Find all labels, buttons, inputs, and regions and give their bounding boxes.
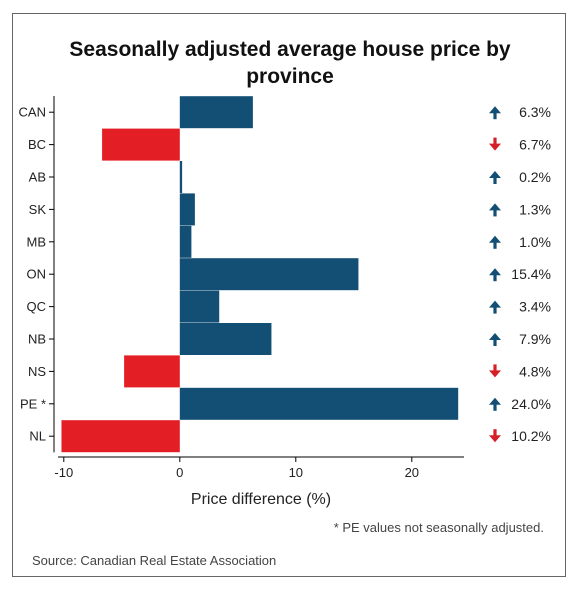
arrow-down-icon bbox=[489, 429, 501, 443]
y-tick-label: AB bbox=[29, 170, 46, 185]
value-label: 6.7% bbox=[519, 137, 551, 153]
arrow-up-icon bbox=[489, 300, 501, 314]
footnote: * PE values not seasonally adjusted. bbox=[333, 520, 544, 535]
y-tick-label: NS bbox=[28, 364, 46, 379]
arrow-down-icon bbox=[489, 364, 501, 378]
bar bbox=[179, 193, 195, 226]
arrow-down-icon bbox=[489, 137, 501, 151]
value-label: 15.4% bbox=[511, 266, 551, 282]
bar bbox=[179, 161, 183, 193]
y-tick-label: BC bbox=[28, 137, 46, 152]
y-tick-label: NL bbox=[29, 429, 46, 444]
bar bbox=[179, 96, 253, 129]
value-label: 24.0% bbox=[511, 396, 551, 412]
value-label: 6.3% bbox=[519, 104, 551, 120]
value-label: 10.2% bbox=[511, 428, 551, 444]
value-label: 3.4% bbox=[519, 299, 551, 315]
y-tick-label: NB bbox=[28, 332, 46, 347]
bar bbox=[102, 128, 180, 161]
chart-frame bbox=[12, 13, 566, 577]
bar bbox=[179, 290, 220, 323]
value-label: 0.2% bbox=[519, 169, 551, 185]
x-tick-label: -10 bbox=[54, 465, 73, 480]
value-label: 1.0% bbox=[519, 234, 551, 250]
arrow-up-icon bbox=[489, 203, 501, 217]
arrow-up-icon bbox=[489, 397, 501, 411]
y-tick-label: QC bbox=[27, 299, 47, 314]
y-tick-label: CAN bbox=[19, 105, 46, 120]
bar bbox=[61, 420, 180, 453]
y-tick-label: MB bbox=[27, 234, 47, 249]
arrow-up-icon bbox=[489, 106, 501, 120]
y-tick-label: ON bbox=[27, 267, 47, 282]
arrow-up-icon bbox=[489, 171, 501, 184]
x-axis-label: Price difference (%) bbox=[191, 491, 331, 508]
bar bbox=[179, 258, 359, 291]
x-tick-label: 10 bbox=[289, 465, 303, 480]
value-label: 4.8% bbox=[519, 363, 551, 379]
x-tick-label: 0 bbox=[176, 465, 183, 480]
arrow-up-icon bbox=[489, 268, 501, 282]
bar bbox=[124, 355, 180, 388]
source-note: Source: Canadian Real Estate Association bbox=[32, 553, 277, 568]
value-label: 1.3% bbox=[519, 201, 551, 217]
arrow-up-icon bbox=[489, 235, 501, 249]
arrow-up-icon bbox=[489, 333, 501, 346]
chart-title: Seasonally adjusted average house price … bbox=[69, 38, 511, 88]
y-tick-label: PE * bbox=[20, 396, 46, 411]
bar bbox=[179, 387, 459, 420]
x-tick-label: 20 bbox=[405, 465, 419, 480]
bar bbox=[179, 323, 272, 355]
value-label: 7.9% bbox=[519, 331, 551, 347]
y-tick-label: SK bbox=[29, 202, 47, 217]
bar bbox=[179, 225, 192, 258]
